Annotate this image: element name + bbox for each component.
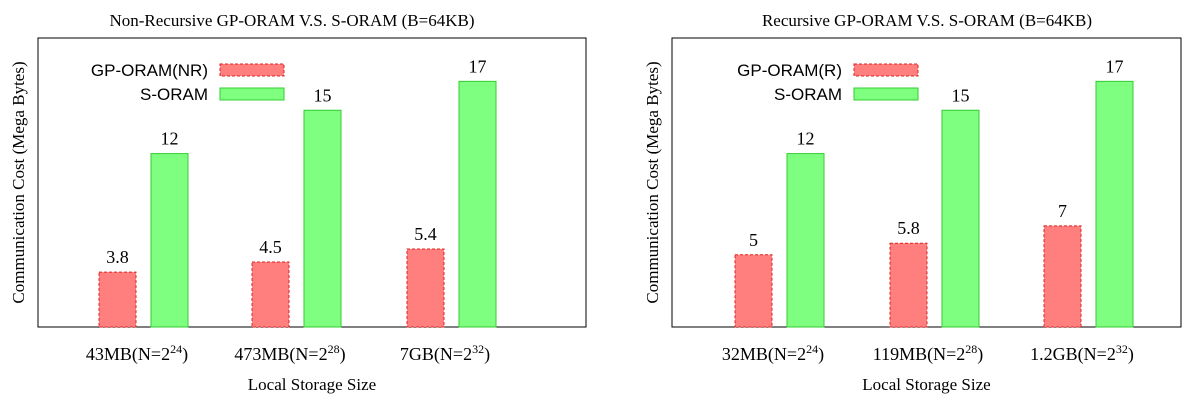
chart-title: Recursive GP-ORAM V.S. S-ORAM (B=64KB) [762,11,1092,30]
legend-label: S-ORAM [774,85,842,104]
data-label: 15 [314,85,332,105]
chart-svg: Recursive GP-ORAM V.S. S-ORAM (B=64KB) Co… [643,11,1182,394]
data-label: 17 [1106,56,1124,76]
legend-swatch [853,87,919,101]
data-label: 3.8 [106,247,129,267]
bar-s-oram [941,109,980,328]
data-label: 4.5 [259,237,282,257]
legend-label: S-ORAM [140,85,208,104]
bar-gp-oram [889,242,928,328]
data-label: 15 [952,85,970,105]
bar-gp-oram [251,261,290,328]
legend-label: GP-ORAM(NR) [91,61,208,80]
y-axis-label: Communication Cost (Mega Bytes) [643,61,662,303]
legend-label: GP-ORAM(R) [737,61,842,80]
x-tick-label: 7GB(N=232) [400,342,490,365]
x-tick-label: 119MB(N=228) [873,342,984,365]
bar-gp-oram [98,271,137,328]
chart-title: Non-Recursive GP-ORAM V.S. S-ORAM (B=64K… [109,11,474,30]
bar-gp-oram [734,254,773,328]
data-label: 12 [797,129,815,149]
chart-non-recursive: Non-Recursive GP-ORAM V.S. S-ORAM (B=64K… [0,0,596,400]
bar-s-oram [458,80,497,328]
bar-s-oram [303,109,342,328]
x-axis-label: Local Storage Size [862,375,990,394]
bar-gp-oram [406,248,445,328]
bar-s-oram [1095,80,1134,328]
data-label: 5 [749,230,758,250]
legend-swatch [219,87,285,101]
y-axis-label: Communication Cost (Mega Bytes) [9,61,28,303]
data-label: 12 [161,129,179,149]
bar-gp-oram [1043,225,1082,328]
bar-s-oram [150,153,189,328]
data-label: 17 [469,56,487,76]
chart-svg: Non-Recursive GP-ORAM V.S. S-ORAM (B=64K… [9,11,587,394]
data-label: 5.4 [414,224,437,244]
x-tick-label: 1.2GB(N=232) [1030,342,1134,365]
x-tick-label: 43MB(N=224) [86,342,188,365]
x-axis-label: Local Storage Size [248,375,376,394]
legend-swatch [853,63,919,77]
x-tick-label: 473MB(N=228) [234,342,345,365]
x-tick-label: 32MB(N=224) [722,342,824,365]
data-label: 7 [1058,201,1067,221]
chart-recursive: Recursive GP-ORAM V.S. S-ORAM (B=64KB) Co… [596,0,1193,400]
legend-swatch [219,63,285,77]
data-label: 5.8 [897,218,920,238]
bar-s-oram [786,153,825,328]
